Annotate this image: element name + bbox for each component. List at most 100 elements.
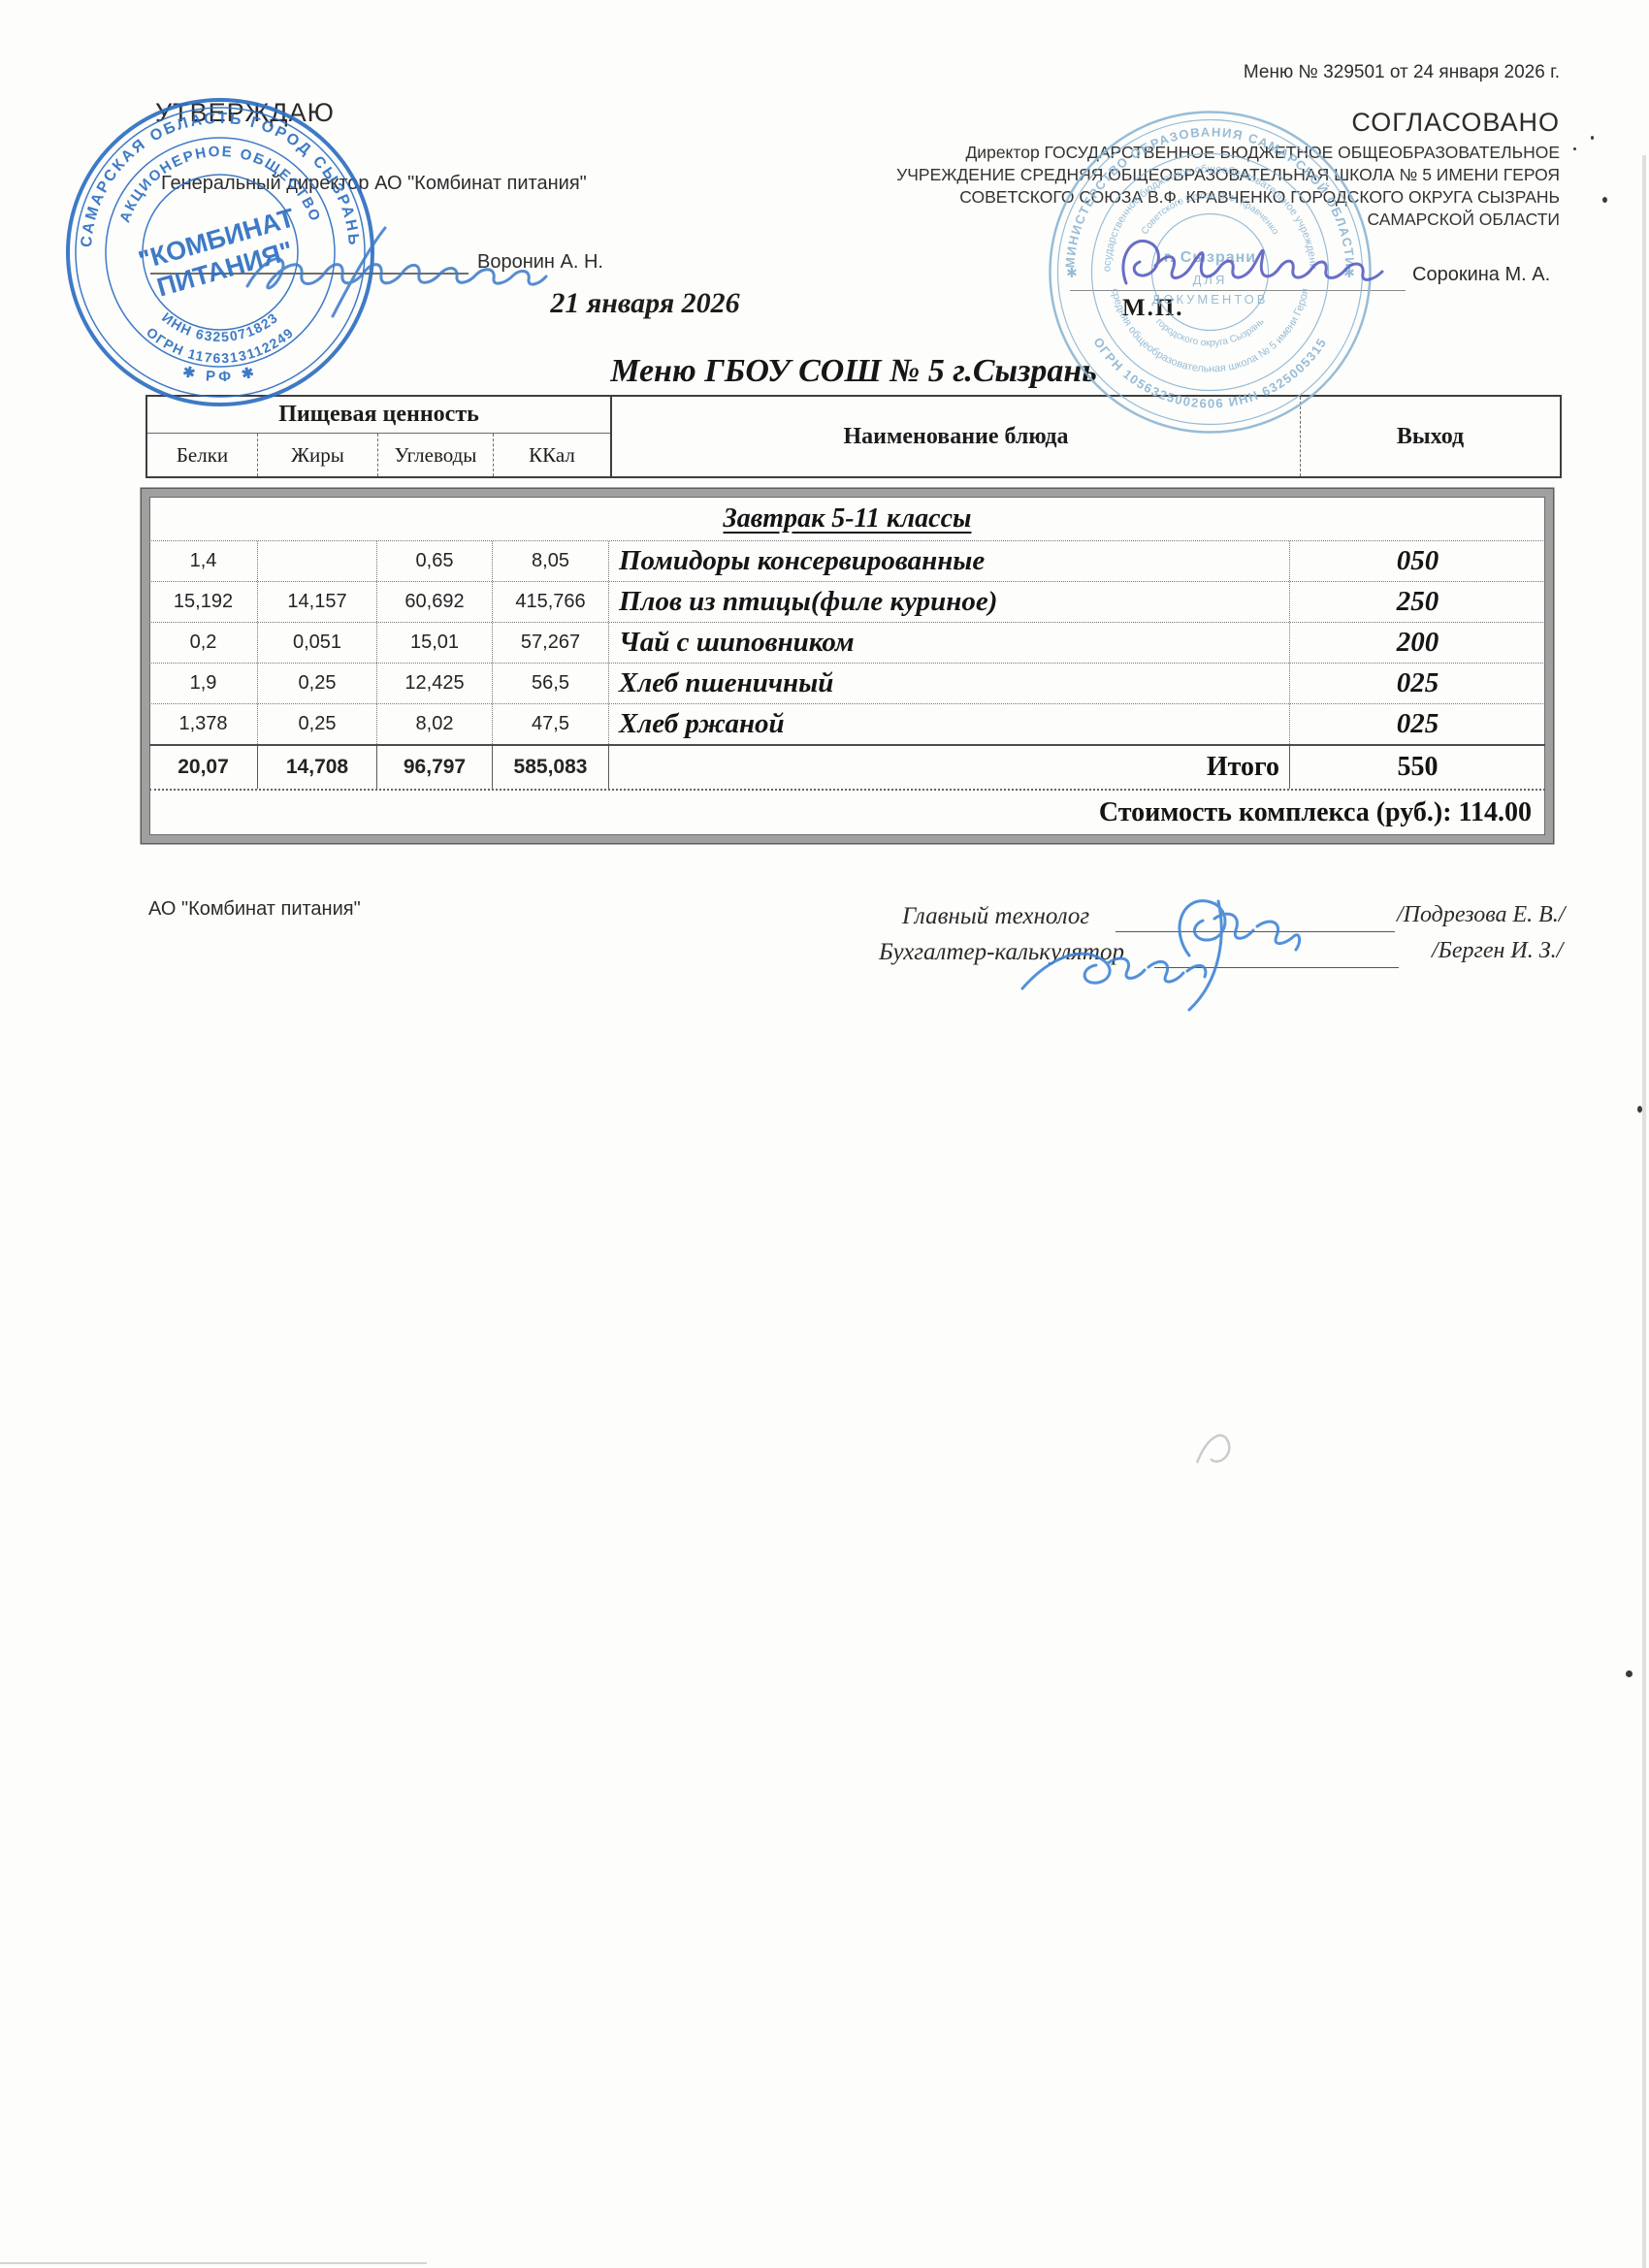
output-value: 250 xyxy=(1289,582,1545,622)
dust-speck xyxy=(1602,197,1607,203)
dish-name: Хлеб ржаной xyxy=(608,704,1289,744)
nutrition-group-header: Пищевая ценность xyxy=(147,397,610,434)
protein-column-header: Белки xyxy=(176,442,229,467)
total-protein: 20,07 xyxy=(178,756,229,778)
protein-value: 1,9 xyxy=(189,672,217,694)
output-value: 050 xyxy=(1289,541,1545,581)
scan-edge-artifact xyxy=(1642,155,1646,2268)
approve-signature-line xyxy=(150,273,469,275)
agree-name: Сорокина М. А. xyxy=(1412,264,1551,285)
table-row: 1,378 0,25 8,02 47,5 Хлеб ржаной 025 xyxy=(149,703,1545,744)
agree-role-block: Директор ГОСУДАРСТВЕННОЕ БЮДЖЕТНОЕ ОБЩЕО… xyxy=(551,142,1560,231)
footer-organization: АО "Комбинат питания" xyxy=(148,898,361,920)
fat-value: 0,25 xyxy=(257,664,376,703)
output-value: 025 xyxy=(1289,664,1545,703)
school-stamp-inner-bottom: городского округа Сызрань xyxy=(1153,316,1266,348)
technologist-signature-line xyxy=(1116,931,1395,932)
total-label: Итого xyxy=(608,746,1289,789)
output-column-header: Выход xyxy=(1300,397,1560,476)
fat-value xyxy=(257,541,376,581)
svg-text:✱ РФ ✱: ✱ РФ ✱ xyxy=(181,364,260,386)
scan-edge-artifact xyxy=(0,2262,427,2264)
section-row: Завтрак 5-11 классы xyxy=(149,497,1545,540)
menu-number-line: Меню № 329501 от 24 января 2026 г. xyxy=(1243,62,1560,82)
stamp-star-right: ✱ xyxy=(1343,265,1355,280)
agree-role-line: САМАРСКОЙ ОБЛАСТИ xyxy=(1367,210,1560,229)
dish-name: Помидоры консервированные xyxy=(608,541,1289,581)
stamp-star-left: ✱ xyxy=(1066,265,1078,280)
carbs-value: 60,692 xyxy=(376,582,492,622)
dust-speck xyxy=(1637,1106,1642,1113)
kcal-value: 47,5 xyxy=(492,704,608,744)
technologist-role: Главный технолог xyxy=(902,903,1090,929)
accountant-role: Бухгалтер-калькулятор xyxy=(879,939,1124,965)
total-output: 550 xyxy=(1289,746,1545,789)
agree-role-line: СОВЕТСКОГО СОЮЗА В.Ф. КРАВЧЕНКО ГОРОДСКО… xyxy=(959,187,1560,207)
carbs-value: 8,02 xyxy=(376,704,492,744)
dust-speck xyxy=(1626,1670,1633,1677)
output-value: 200 xyxy=(1289,623,1545,663)
agree-signature-line xyxy=(1070,290,1406,291)
fat-value: 0,051 xyxy=(257,623,376,663)
table-row: 15,192 14,157 60,692 415,766 Плов из пти… xyxy=(149,581,1545,622)
dish-name: Хлеб пшеничный xyxy=(608,664,1289,703)
approve-date: 21 января 2026 xyxy=(550,287,740,319)
total-kcal: 585,083 xyxy=(492,746,608,789)
table-row: 1,9 0,25 12,425 56,5 Хлеб пшеничный 025 xyxy=(149,663,1545,703)
kcal-value: 57,267 xyxy=(492,623,608,663)
output-value: 025 xyxy=(1289,704,1545,744)
voronin-signature xyxy=(245,226,548,318)
kcal-value: 56,5 xyxy=(492,664,608,703)
dish-name: Чай с шиповником xyxy=(608,623,1289,663)
section-title: Завтрак 5-11 классы xyxy=(723,502,972,534)
dish-column-header: Наименование блюда xyxy=(610,397,1300,476)
accountant-signature xyxy=(1020,899,1223,1012)
pencil-scribble-artifact xyxy=(1195,1434,1231,1464)
total-row: 20,07 14,708 96,797 585,083 Итого 550 xyxy=(149,744,1545,789)
accountant-signature-line xyxy=(1154,967,1399,968)
accountant-name: /Берген И. З./ xyxy=(1432,938,1564,963)
agree-role-line: УЧРЕЖДЕНИЕ СРЕДНЯЯ ОБЩЕОБРАЗОВАТЕЛЬНАЯ Ш… xyxy=(896,165,1560,184)
school-stamp-center-line3: ДОКУМЕНТОВ xyxy=(1152,292,1269,307)
fat-value: 0,25 xyxy=(257,704,376,744)
carbs-value: 0,65 xyxy=(376,541,492,581)
kcal-column-header: ККал xyxy=(493,434,610,476)
agree-heading: СОГЛАСОВАНО xyxy=(1351,108,1560,137)
total-carbs: 96,797 xyxy=(376,746,492,789)
fat-value: 14,157 xyxy=(257,582,376,622)
protein-value: 1,4 xyxy=(189,550,217,571)
fat-column-header: Жиры xyxy=(257,434,377,476)
page-title: Меню ГБОУ СОШ № 5 г.Сызрань xyxy=(610,353,1097,389)
approve-role: Генеральный директор АО "Комбинат питани… xyxy=(161,173,587,194)
kcal-value: 415,766 xyxy=(492,582,608,622)
carbs-value: 15,01 xyxy=(376,623,492,663)
dust-speck xyxy=(1591,136,1594,140)
kcal-value: 8,05 xyxy=(492,541,608,581)
cost-row: Стоимость комплекса (руб.): 114.00 xyxy=(149,789,1545,835)
table-row: 1,4 0,65 8,05 Помидоры консервированные … xyxy=(149,540,1545,581)
menu-header-table: Пищевая ценность Наименование блюда Выхо… xyxy=(146,395,1562,478)
technologist-name: /Подрезова Е. В./ xyxy=(1397,902,1566,927)
combinat-pitaniya-stamp-icon: САМАРСКАЯ ОБЛАСТЬ ГОРОД СЫЗРАНЬ ✱ РФ ✱ А… xyxy=(66,98,374,406)
school-stamp-center-line2: ДЛЯ xyxy=(1193,273,1228,287)
svg-text:городского округа Сызрань: городского округа Сызрань xyxy=(1153,316,1266,348)
protein-value: 15,192 xyxy=(173,591,234,612)
school-stamp-icon: МИНИСТЕРСТВО ОБРАЗОВАНИЯ САМАРСКОЙ ОБЛАС… xyxy=(1040,96,1372,434)
menu-table: Завтрак 5-11 классы 1,4 0,65 8,05 Помидо… xyxy=(142,489,1553,843)
stamp-outer-bottom-text: ✱ РФ ✱ xyxy=(181,364,256,386)
protein-value: 0,2 xyxy=(189,632,217,653)
svg-text:АКЦИОНЕРНОЕ ОБЩЕСТВО: АКЦИОНЕРНОЕ ОБЩЕСТВО xyxy=(116,144,324,225)
technologist-signature xyxy=(1178,899,1302,957)
table-row: 0,2 0,051 15,01 57,267 Чай с шиповником … xyxy=(149,622,1545,663)
total-fat: 14,708 xyxy=(257,746,376,789)
footer-signatures xyxy=(1020,899,1302,1012)
sorokina-signature xyxy=(1121,239,1384,285)
carbs-value: 12,425 xyxy=(376,664,492,703)
approve-name: Воронин А. Н. xyxy=(477,251,603,273)
protein-value: 1,378 xyxy=(178,713,228,734)
dust-speck xyxy=(1573,147,1576,150)
dish-name: Плов из птицы(филе куриное) xyxy=(608,582,1289,622)
agree-role-line: Директор ГОСУДАРСТВЕННОЕ БЮДЖЕТНОЕ ОБЩЕО… xyxy=(965,143,1560,162)
stamp-ring-top-text: АКЦИОНЕРНОЕ ОБЩЕСТВО xyxy=(116,144,322,225)
